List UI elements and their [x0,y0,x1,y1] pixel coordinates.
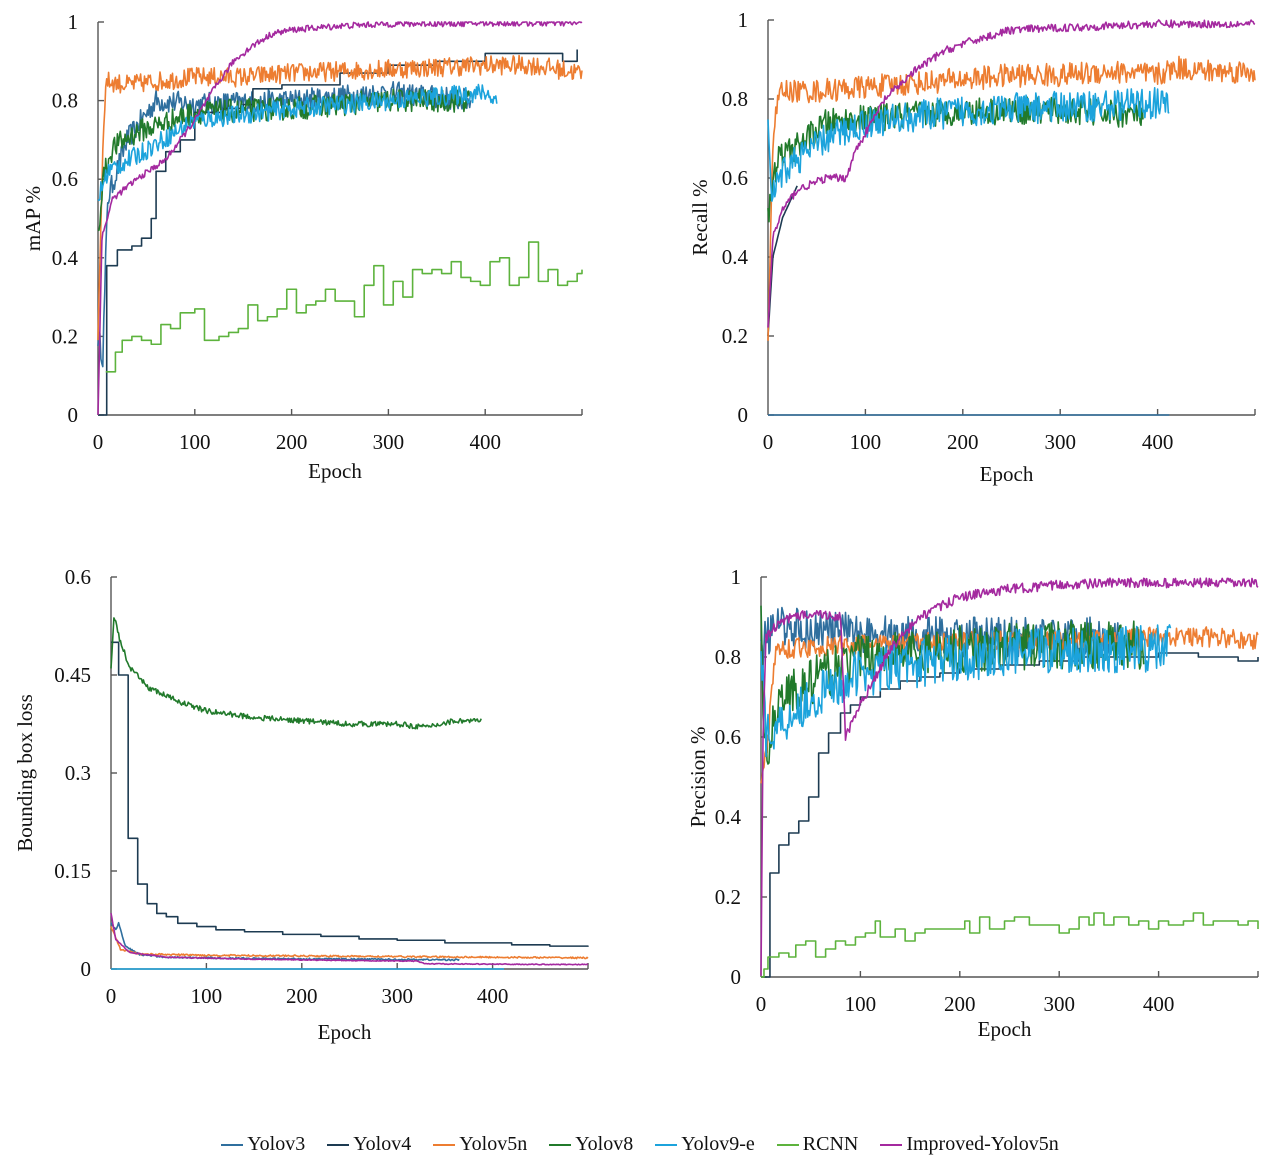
x-tick-label: 100 [191,984,223,1008]
x-tick-label: 400 [1142,430,1174,454]
series-improved-yolov5n [767,19,1256,328]
precision-chart: 0 0.2 0.4 0.6 0.8 1 0 100 200 300 400 Epoch Precisio… [686,565,1259,1041]
series-yolov5n [767,55,1256,341]
y-tick-label: 0 [68,403,79,427]
x-axis-title: Epoch [978,1017,1032,1041]
x-tick-label: 0 [93,430,104,454]
legend-label: Yolov9-e [681,1133,755,1155]
y-axis-title: Precision % [686,727,710,828]
series-improved-yolov5n [760,577,1259,976]
recall-chart: 0 0.2 0.4 0.6 0.8 1 0 100 200 300 400 Epoch Recall % [688,8,1256,486]
series-yolov8 [110,617,482,730]
x-axis-title: Epoch [318,1020,372,1044]
legend-swatch [655,1143,678,1146]
legend-label: Yolov8 [575,1133,634,1155]
legend-label: Yolov3 [247,1133,306,1155]
y-tick-label: 0.4 [52,246,79,270]
map-chart: 0 0.2 0.4 0.6 0.8 1 0 100 200 300 400 Epoch mAP % [21,10,583,483]
legend-swatch [433,1143,456,1146]
y-tick-label: 1 [731,565,742,589]
series-rcnn [105,241,583,373]
x-tick-label: 200 [944,992,976,1016]
x-tick-label: 0 [756,992,767,1016]
legend-item: Yolov9-e [655,1133,755,1156]
x-tick-label: 0 [106,984,117,1008]
legend-label: Improved-Yolov5n [906,1133,1059,1155]
series-improved-yolov5n [97,21,583,415]
y-tick-label: 0.2 [715,885,741,909]
series-yolov9-e [760,624,1172,758]
y-tick-label: 0.3 [65,761,91,785]
series-yolov4 [111,641,589,947]
legend-item: Yolov8 [549,1133,633,1156]
y-axis-title: mAP % [21,186,45,251]
series-rcnn [761,912,1259,978]
series-yolov4 [761,652,1259,978]
legend-swatch [327,1143,350,1146]
x-tick-label: 200 [947,430,979,454]
legend: Yolov3 Yolov4 Yolov5n Yolov8 Yolov9-e RCNN Imp… [0,1133,1280,1156]
x-tick-label: 100 [850,430,882,454]
y-tick-label: 0.6 [65,565,91,589]
x-tick-label: 300 [373,430,405,454]
y-tick-label: 0.6 [722,166,748,190]
y-tick-label: 0.8 [52,89,78,113]
x-tick-label: 300 [1044,430,1076,454]
y-tick-label: 0 [81,957,92,981]
x-tick-label: 400 [469,430,501,454]
x-tick-label: 300 [381,984,413,1008]
x-axis-title: Epoch [308,459,362,483]
y-tick-label: 0.6 [52,167,78,191]
y-tick-label: 0.45 [54,663,91,687]
legend-swatch [549,1143,572,1146]
y-tick-label: 0.4 [715,805,742,829]
x-axis-title: Epoch [980,462,1034,486]
series-yolov5n [97,54,583,341]
legend-item: Yolov5n [433,1133,527,1156]
x-tick-label: 400 [477,984,509,1008]
y-tick-label: 0.15 [54,859,91,883]
x-tick-label: 100 [179,430,211,454]
legend-item: Yolov4 [327,1133,411,1156]
y-tick-label: 1 [68,10,79,34]
y-axis-title: Recall % [688,179,712,255]
y-tick-label: 0 [738,403,749,427]
x-tick-label: 400 [1143,992,1175,1016]
y-tick-label: 0.2 [52,324,78,348]
y-tick-label: 0 [731,965,742,989]
y-tick-label: 0.8 [715,645,741,669]
y-tick-label: 1 [738,8,749,32]
x-tick-label: 200 [286,984,318,1008]
legend-item: Improved-Yolov5n [880,1133,1059,1156]
legend-swatch [776,1143,799,1146]
legend-label: Yolov4 [353,1133,412,1155]
series-yolov8 [767,96,1144,223]
y-tick-label: 0.6 [715,725,741,749]
series-improved-yolov5n [110,912,589,966]
y-tick-label: 0.4 [722,245,749,269]
legend-swatch [880,1143,903,1146]
x-tick-label: 100 [845,992,877,1016]
bbox-loss-chart: 0 0.15 0.3 0.45 0.6 0 100 200 300 400 Epoch Boundin… [13,565,589,1044]
x-tick-label: 200 [276,430,308,454]
y-tick-label: 0.8 [722,87,748,111]
y-axis-title: Bounding box loss [13,694,37,852]
legend-swatch [221,1143,244,1146]
series-yolov5n [110,926,589,960]
legend-label: RCNN [802,1133,859,1155]
x-tick-label: 0 [763,430,774,454]
series-yolov9-e [97,83,498,202]
x-tick-label: 300 [1043,992,1075,1016]
legend-label: Yolov5n [459,1133,528,1155]
series-yolov9-e [767,87,1170,202]
y-tick-label: 0.2 [722,324,748,348]
legend-item: Yolov3 [221,1133,305,1156]
legend-item: RCNN [776,1133,859,1156]
